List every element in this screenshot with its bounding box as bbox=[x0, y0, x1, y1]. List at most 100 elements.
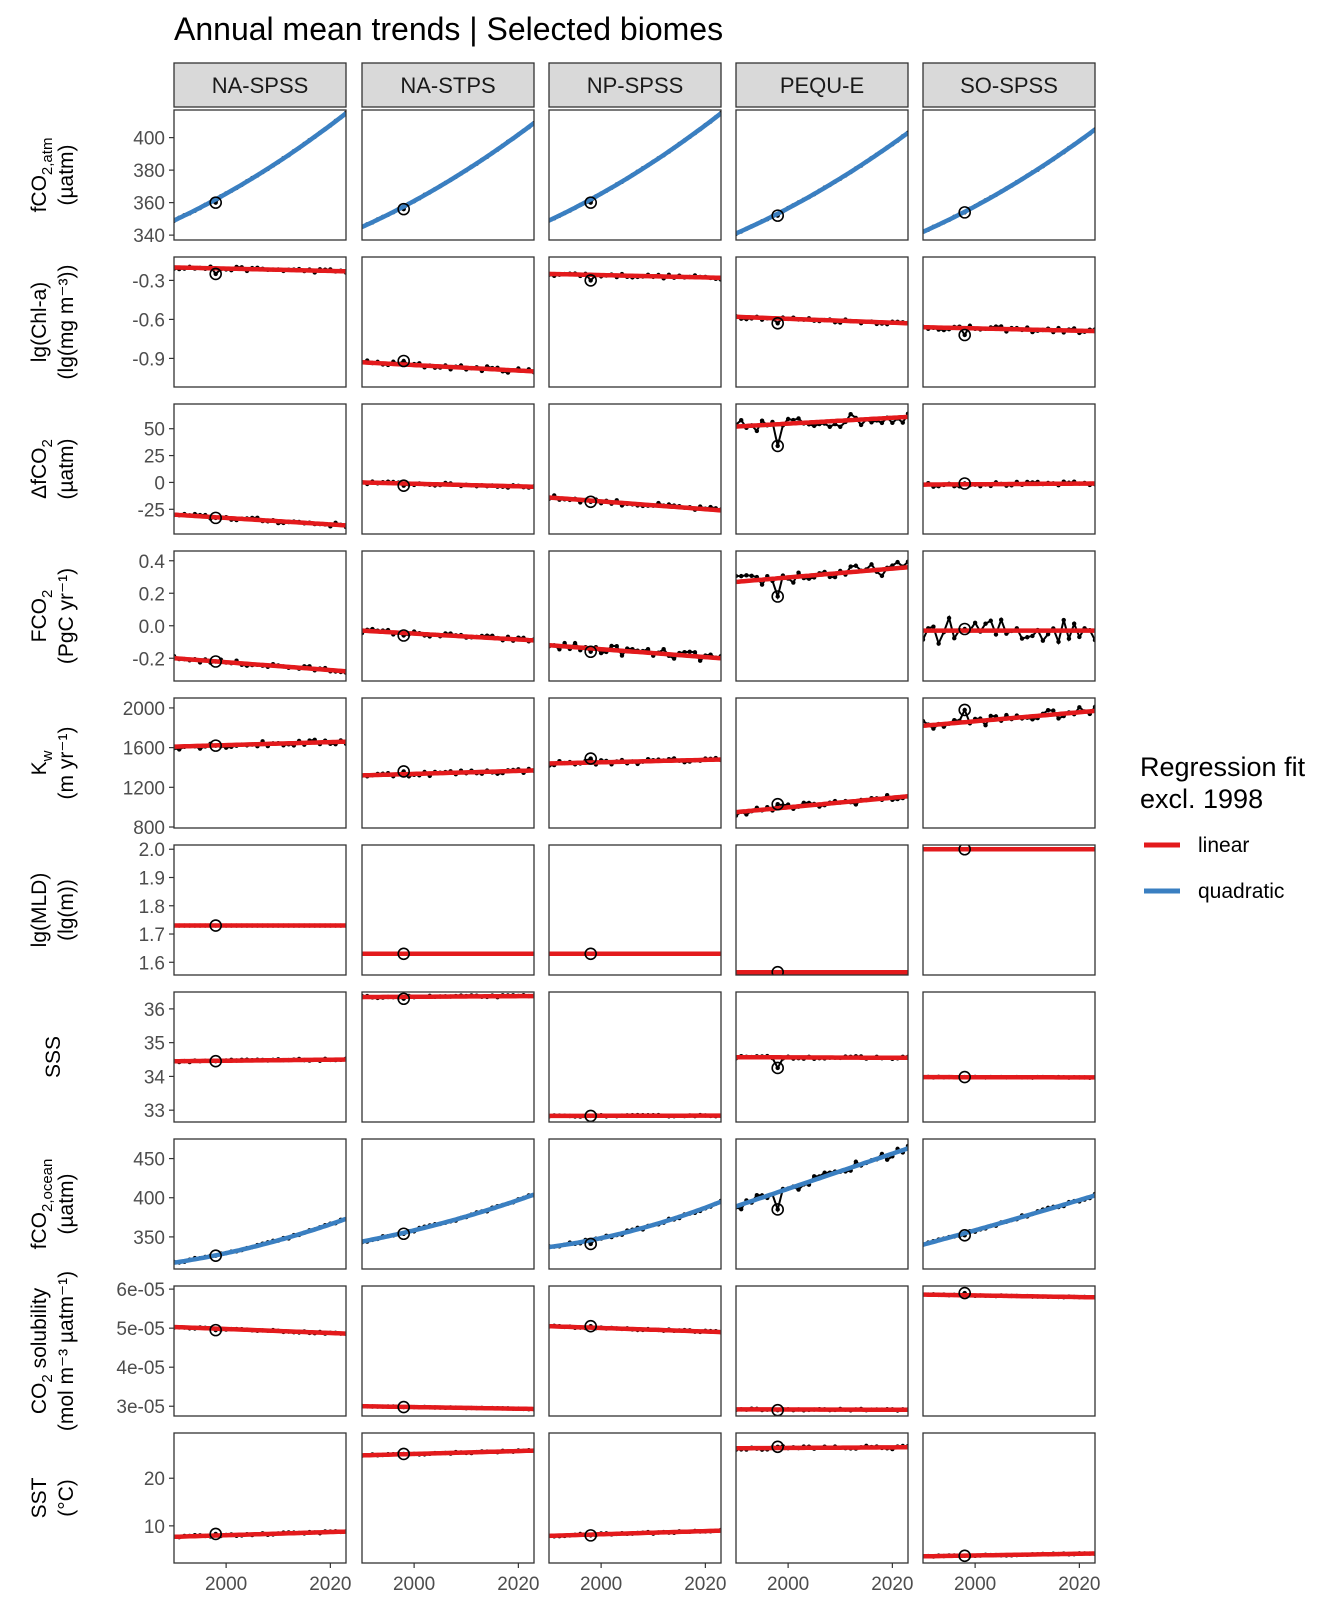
linear-fit-line bbox=[923, 708, 1095, 729]
data-point bbox=[796, 1187, 801, 1192]
panel-border bbox=[735, 844, 909, 976]
data-point bbox=[1030, 633, 1035, 639]
panel-bg bbox=[362, 551, 534, 681]
data-point bbox=[972, 620, 978, 626]
linear-fit-line bbox=[923, 324, 1095, 334]
linear-fit-line bbox=[736, 314, 908, 326]
strip-label-np-spss: NP-SPSS bbox=[587, 73, 684, 98]
data-point bbox=[884, 1157, 890, 1162]
data-point bbox=[1040, 638, 1046, 643]
data-point bbox=[1045, 631, 1051, 637]
y-tick-label-mld: 1.7 bbox=[139, 925, 165, 946]
quadratic-fit-line bbox=[923, 1193, 1095, 1247]
chart-title: Annual mean trends | Selected biomes bbox=[174, 11, 723, 47]
panel-fco2atm-so-spss bbox=[922, 109, 1096, 241]
y-tick-label-solubility: 6e-05 bbox=[116, 1280, 165, 1301]
data-point bbox=[827, 424, 833, 429]
panel-border bbox=[922, 991, 1096, 1123]
data-point bbox=[853, 1159, 859, 1164]
year-1998-marker bbox=[397, 1227, 410, 1241]
panel-border bbox=[548, 697, 722, 829]
quadratic-fit-line bbox=[174, 1216, 346, 1265]
linear-fit-line bbox=[362, 993, 534, 1000]
ylabel-unit-dfco2: (µatm) bbox=[55, 438, 78, 499]
legend-items: linear quadratic bbox=[1144, 834, 1284, 903]
year-1998-marker bbox=[397, 479, 410, 492]
year-1998-marker bbox=[397, 1400, 410, 1414]
ylabel-sub-kw: w bbox=[39, 750, 56, 762]
year-1998-marker bbox=[209, 267, 222, 281]
linear-fit-line bbox=[549, 643, 721, 661]
panel-border bbox=[922, 550, 1096, 682]
y-tick-label-fco2flux: 0.4 bbox=[139, 552, 166, 573]
data-point bbox=[614, 643, 619, 649]
panel-mld-np-spss bbox=[548, 844, 722, 976]
ylabel-sst: SST (°C) bbox=[28, 1477, 78, 1518]
panel-border bbox=[922, 1138, 1096, 1270]
ylabel-dfco2: ΔfCO2 (µatm) bbox=[28, 438, 78, 499]
panel-border bbox=[173, 844, 347, 976]
year-1998-marker bbox=[771, 965, 784, 975]
quadratic-fit-line bbox=[923, 127, 1095, 234]
panel-border bbox=[548, 109, 722, 241]
year-1998-marker bbox=[209, 196, 222, 209]
y-tick-label-dfco2: 50 bbox=[144, 420, 165, 441]
y-tick-label-dfco2: 0 bbox=[154, 473, 165, 494]
panel-border bbox=[173, 1432, 347, 1564]
data-point bbox=[838, 424, 843, 429]
ylabel-main-sss: SSS bbox=[42, 1036, 65, 1078]
panel-fco2ocean-so-spss bbox=[922, 1138, 1096, 1270]
y-tick-label-fco2atm: 380 bbox=[133, 161, 165, 182]
panel-bg bbox=[549, 404, 721, 534]
ylabel-fco2ocean: fCO2,ocean (µatm) bbox=[28, 1159, 78, 1250]
panel-fco2atm-na-spss bbox=[173, 109, 347, 241]
panel-chla-na-spss bbox=[173, 256, 347, 388]
data-point bbox=[988, 713, 993, 719]
panel-kw-pequ-e bbox=[735, 697, 909, 829]
ylabel-main-dfco2: ΔfCO2 bbox=[28, 439, 56, 499]
panel-chla-na-stps bbox=[361, 256, 535, 388]
quadratic-fit-line bbox=[549, 111, 721, 223]
y-tick-label-chla: -0.6 bbox=[132, 310, 165, 331]
year-1998-marker bbox=[209, 1527, 222, 1541]
data-point bbox=[988, 618, 993, 623]
year-1998-marker bbox=[584, 1319, 597, 1333]
panel-border bbox=[361, 1432, 535, 1564]
panel-border bbox=[922, 1432, 1096, 1564]
year-1998-marker bbox=[958, 1070, 971, 1084]
year-1998-marker bbox=[771, 1440, 784, 1454]
panel-bg bbox=[736, 1286, 908, 1416]
data-point bbox=[775, 443, 780, 449]
data-point bbox=[791, 580, 796, 585]
panel-border bbox=[735, 697, 909, 829]
panel-border bbox=[548, 991, 722, 1123]
panel-border bbox=[173, 550, 347, 682]
panel-border bbox=[735, 1285, 909, 1417]
panel-border bbox=[735, 403, 909, 535]
linear-fit-line bbox=[174, 1324, 346, 1336]
y-tick-label-solubility: 3e-05 bbox=[116, 1397, 165, 1418]
panel-bg bbox=[362, 404, 534, 534]
panel-border bbox=[361, 1138, 535, 1270]
y-tick-label-sst: 20 bbox=[144, 1469, 165, 1490]
linear-fit-line bbox=[736, 1054, 908, 1061]
year-1998-marker bbox=[397, 354, 410, 368]
panel-border bbox=[361, 109, 535, 241]
y-tick-label-fco2flux: 0.0 bbox=[139, 617, 165, 638]
panel-kw-so-spss bbox=[922, 697, 1096, 829]
linear-fit-line bbox=[923, 1551, 1095, 1559]
y-tick-label-solubility: 4e-05 bbox=[116, 1358, 165, 1379]
panel-border bbox=[735, 1138, 909, 1270]
data-point bbox=[879, 420, 885, 426]
panel-border bbox=[361, 844, 535, 976]
panel-border bbox=[922, 109, 1096, 241]
ylabel-kw: Kw (m yr⁻¹) bbox=[28, 727, 78, 800]
ylabel-unit-kw: (m yr⁻¹) bbox=[55, 727, 78, 800]
ylabel-fco2flux: FCO2 (PgC yr⁻¹) bbox=[28, 568, 78, 664]
panel-dfco2-so-spss bbox=[922, 403, 1096, 535]
y-tick-label-sss: 36 bbox=[144, 1000, 165, 1021]
y-tick-label-chla: -0.3 bbox=[132, 271, 165, 292]
x-tick-label: 2000 bbox=[767, 1574, 809, 1595]
panel-chla-np-spss bbox=[548, 256, 722, 388]
